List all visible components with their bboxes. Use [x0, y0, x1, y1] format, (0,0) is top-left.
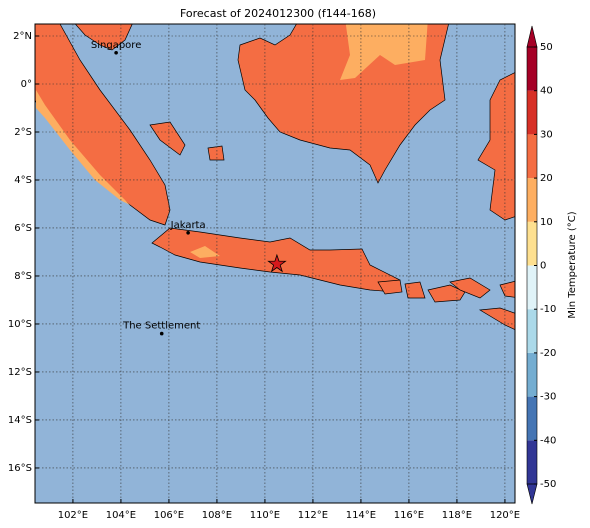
bali — [377, 279, 403, 295]
colorbar-tick-label: -40 — [540, 435, 556, 446]
colorbar-band — [527, 221, 537, 266]
place-dot — [186, 230, 190, 235]
x-tick-label: 116°E — [394, 510, 424, 521]
y-tick-label: 2°N — [13, 31, 32, 42]
place-dot — [114, 50, 118, 55]
place-dot — [159, 331, 164, 336]
x-tick-label: 112°E — [298, 510, 328, 521]
colorbar-band — [527, 396, 537, 441]
x-tick-label: 102°E — [58, 510, 88, 521]
y-tick-label: 8°S — [14, 271, 32, 282]
y-tick-label: 10°S — [8, 319, 32, 330]
colorbar-band — [527, 178, 537, 222]
colorbar-band — [527, 265, 537, 310]
colorbar-band — [527, 440, 537, 484]
eastern-islands — [478, 307, 515, 331]
y-tick-label: 4°S — [14, 175, 32, 186]
y-tick-label: 12°S — [8, 367, 32, 378]
x-tick-label: 114°E — [346, 510, 376, 521]
y-tick-label: 6°S — [14, 223, 32, 234]
star-marker — [267, 253, 287, 273]
bangka — [149, 121, 186, 156]
x-tick-label: 120°E — [490, 510, 520, 521]
lombok-sumbawa — [404, 281, 426, 299]
borneo-warm — [340, 24, 428, 80]
sulawesi — [477, 72, 515, 221]
y-tick-label: 2°S — [14, 127, 32, 138]
x-tick-label: 110°E — [250, 510, 280, 521]
malay-peninsula — [74, 24, 133, 51]
x-tick-label: 106°E — [154, 510, 184, 521]
colorbar-tick-label: 40 — [540, 86, 553, 97]
colorbar-tick-label: -30 — [540, 392, 556, 403]
colorbar-band — [527, 352, 537, 397]
x-tick-label: 118°E — [442, 510, 472, 521]
east-tip — [499, 280, 515, 298]
y-tick-label: 16°S — [8, 463, 32, 474]
colorbar-tick-label: 20 — [540, 173, 553, 184]
colorbar-tick-label: -20 — [540, 348, 556, 359]
colorbar-tick-label: 30 — [540, 129, 553, 140]
y-tick-label: 0° — [21, 79, 32, 90]
colorbar-band — [527, 309, 537, 353]
title: Forecast of 2024012300 (f144-168) — [180, 7, 376, 20]
land — [35, 24, 515, 331]
colorbar-tick-label: 10 — [540, 217, 553, 228]
colorbar-band — [527, 134, 537, 179]
place-label: Singapore — [91, 40, 141, 51]
belitung — [207, 145, 225, 161]
colorbar-extend-top — [526, 25, 538, 48]
colorbar-band — [527, 90, 537, 135]
x-tick-label: 104°E — [106, 510, 136, 521]
java-warm — [190, 246, 220, 258]
y-tick-label: 14°S — [8, 415, 32, 426]
colorbar-band — [527, 47, 537, 91]
x-tick-label: 108°E — [202, 510, 232, 521]
sumbawa — [427, 284, 466, 303]
colorbar-tick-label: 50 — [540, 42, 553, 53]
place-label: The Settlement — [122, 321, 200, 332]
colorbar-tick-label: 0 — [540, 261, 546, 272]
colorbar-extend-bottom — [526, 483, 538, 505]
map-frame — [34, 23, 516, 504]
colorbar-tick-label: -10 — [540, 304, 556, 315]
flores — [449, 277, 491, 299]
place-label: Jakarta — [170, 220, 206, 231]
colorbar-label: Min Temperature (°C) — [567, 211, 578, 318]
colorbar-tick-label: -50 — [540, 479, 556, 490]
